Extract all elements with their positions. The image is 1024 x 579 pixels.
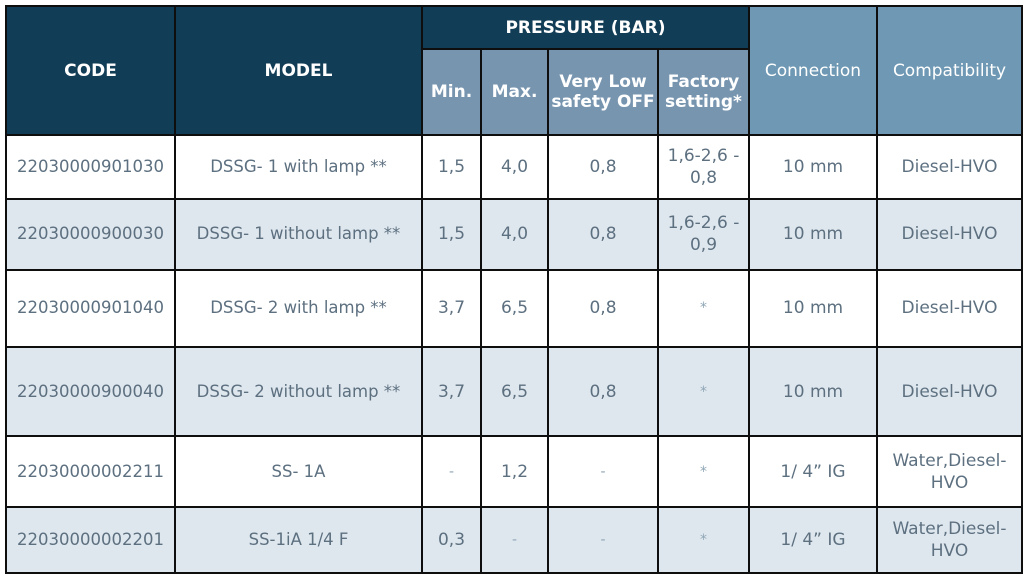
- cell-max: 6,5: [480, 268, 549, 348]
- cell-connection: 1/ 4” IG: [748, 435, 878, 508]
- header-min: Min.: [421, 48, 482, 136]
- cell-min: 3,7: [421, 345, 482, 438]
- cell-compatibility: Diesel-HVO: [876, 133, 1023, 201]
- cell-min: 0,3: [421, 505, 482, 575]
- table-row: 22030000900030 DSSG- 1 without lamp ** 1…: [5, 198, 1023, 271]
- cell-very-low: 0,8: [547, 345, 659, 438]
- cell-connection: 10 mm: [748, 198, 878, 271]
- cell-factory: 1,6-2,6 - 0,9: [657, 198, 750, 271]
- cell-compatibility: Water,Diesel-HVO: [876, 505, 1023, 575]
- cell-code: 22030000901030: [5, 133, 176, 201]
- cell-max: 1,2: [480, 435, 549, 508]
- cell-compatibility: Diesel-HVO: [876, 198, 1023, 271]
- cell-connection: 10 mm: [748, 345, 878, 438]
- header-code: CODE: [5, 5, 176, 136]
- cell-max: 6,5: [480, 345, 549, 438]
- header-model: MODEL: [174, 5, 423, 136]
- cell-factory: *: [657, 505, 750, 575]
- cell-connection: 10 mm: [748, 268, 878, 348]
- cell-code: 22030000901040: [5, 268, 176, 348]
- cell-model: SS- 1A: [174, 435, 423, 508]
- cell-compatibility: Water,Diesel-HVO: [876, 435, 1023, 508]
- cell-model: DSSG- 1 without lamp **: [174, 198, 423, 271]
- cell-model: SS-1iA 1/4 F: [174, 505, 423, 575]
- cell-factory: 1,6-2,6 - 0,8: [657, 133, 750, 201]
- cell-compatibility: Diesel-HVO: [876, 345, 1023, 438]
- header-very-low-safety-off: Very Low safety OFF: [547, 48, 659, 136]
- table-row: 22030000900040 DSSG- 2 without lamp ** 3…: [5, 345, 1023, 438]
- cell-very-low: -: [547, 505, 659, 575]
- cell-min: 3,7: [421, 268, 482, 348]
- cell-min: 1,5: [421, 198, 482, 271]
- cell-connection: 10 mm: [748, 133, 878, 201]
- cell-factory: *: [657, 435, 750, 508]
- cell-model: DSSG- 2 with lamp **: [174, 268, 423, 348]
- cell-very-low: 0,8: [547, 198, 659, 271]
- cell-very-low: 0,8: [547, 268, 659, 348]
- table-row: 22030000002201 SS-1iA 1/4 F 0,3 - - * 1/…: [5, 505, 1023, 575]
- header-pressure-group: PRESSURE (BAR): [421, 5, 750, 50]
- table-row: 22030000002211 SS- 1A - 1,2 - * 1/ 4” IG…: [5, 435, 1023, 508]
- cell-factory: *: [657, 268, 750, 348]
- header-connection: Connection: [748, 5, 878, 136]
- table-row: 22030000901030 DSSG- 1 with lamp ** 1,5 …: [5, 133, 1023, 201]
- cell-min: 1,5: [421, 133, 482, 201]
- cell-model: DSSG- 1 with lamp **: [174, 133, 423, 201]
- cell-min: -: [421, 435, 482, 508]
- header-compatibility: Compatibility: [876, 5, 1023, 136]
- header-factory-setting: Factory setting*: [657, 48, 750, 136]
- cell-code: 22030000900040: [5, 345, 176, 438]
- cell-code: 22030000002201: [5, 505, 176, 575]
- cell-very-low: 0,8: [547, 133, 659, 201]
- cell-factory: *: [657, 345, 750, 438]
- cell-very-low: -: [547, 435, 659, 508]
- header-max: Max.: [480, 48, 549, 136]
- cell-code: 22030000900030: [5, 198, 176, 271]
- cell-code: 22030000002211: [5, 435, 176, 508]
- cell-max: -: [480, 505, 549, 575]
- cell-model: DSSG- 2 without lamp **: [174, 345, 423, 438]
- cell-max: 4,0: [480, 133, 549, 201]
- cell-max: 4,0: [480, 198, 549, 271]
- cell-connection: 1/ 4” IG: [748, 505, 878, 575]
- table-row: 22030000901040 DSSG- 2 with lamp ** 3,7 …: [5, 268, 1023, 348]
- product-spec-table: CODE MODEL PRESSURE (BAR) Connection Com…: [5, 5, 1023, 575]
- cell-compatibility: Diesel-HVO: [876, 268, 1023, 348]
